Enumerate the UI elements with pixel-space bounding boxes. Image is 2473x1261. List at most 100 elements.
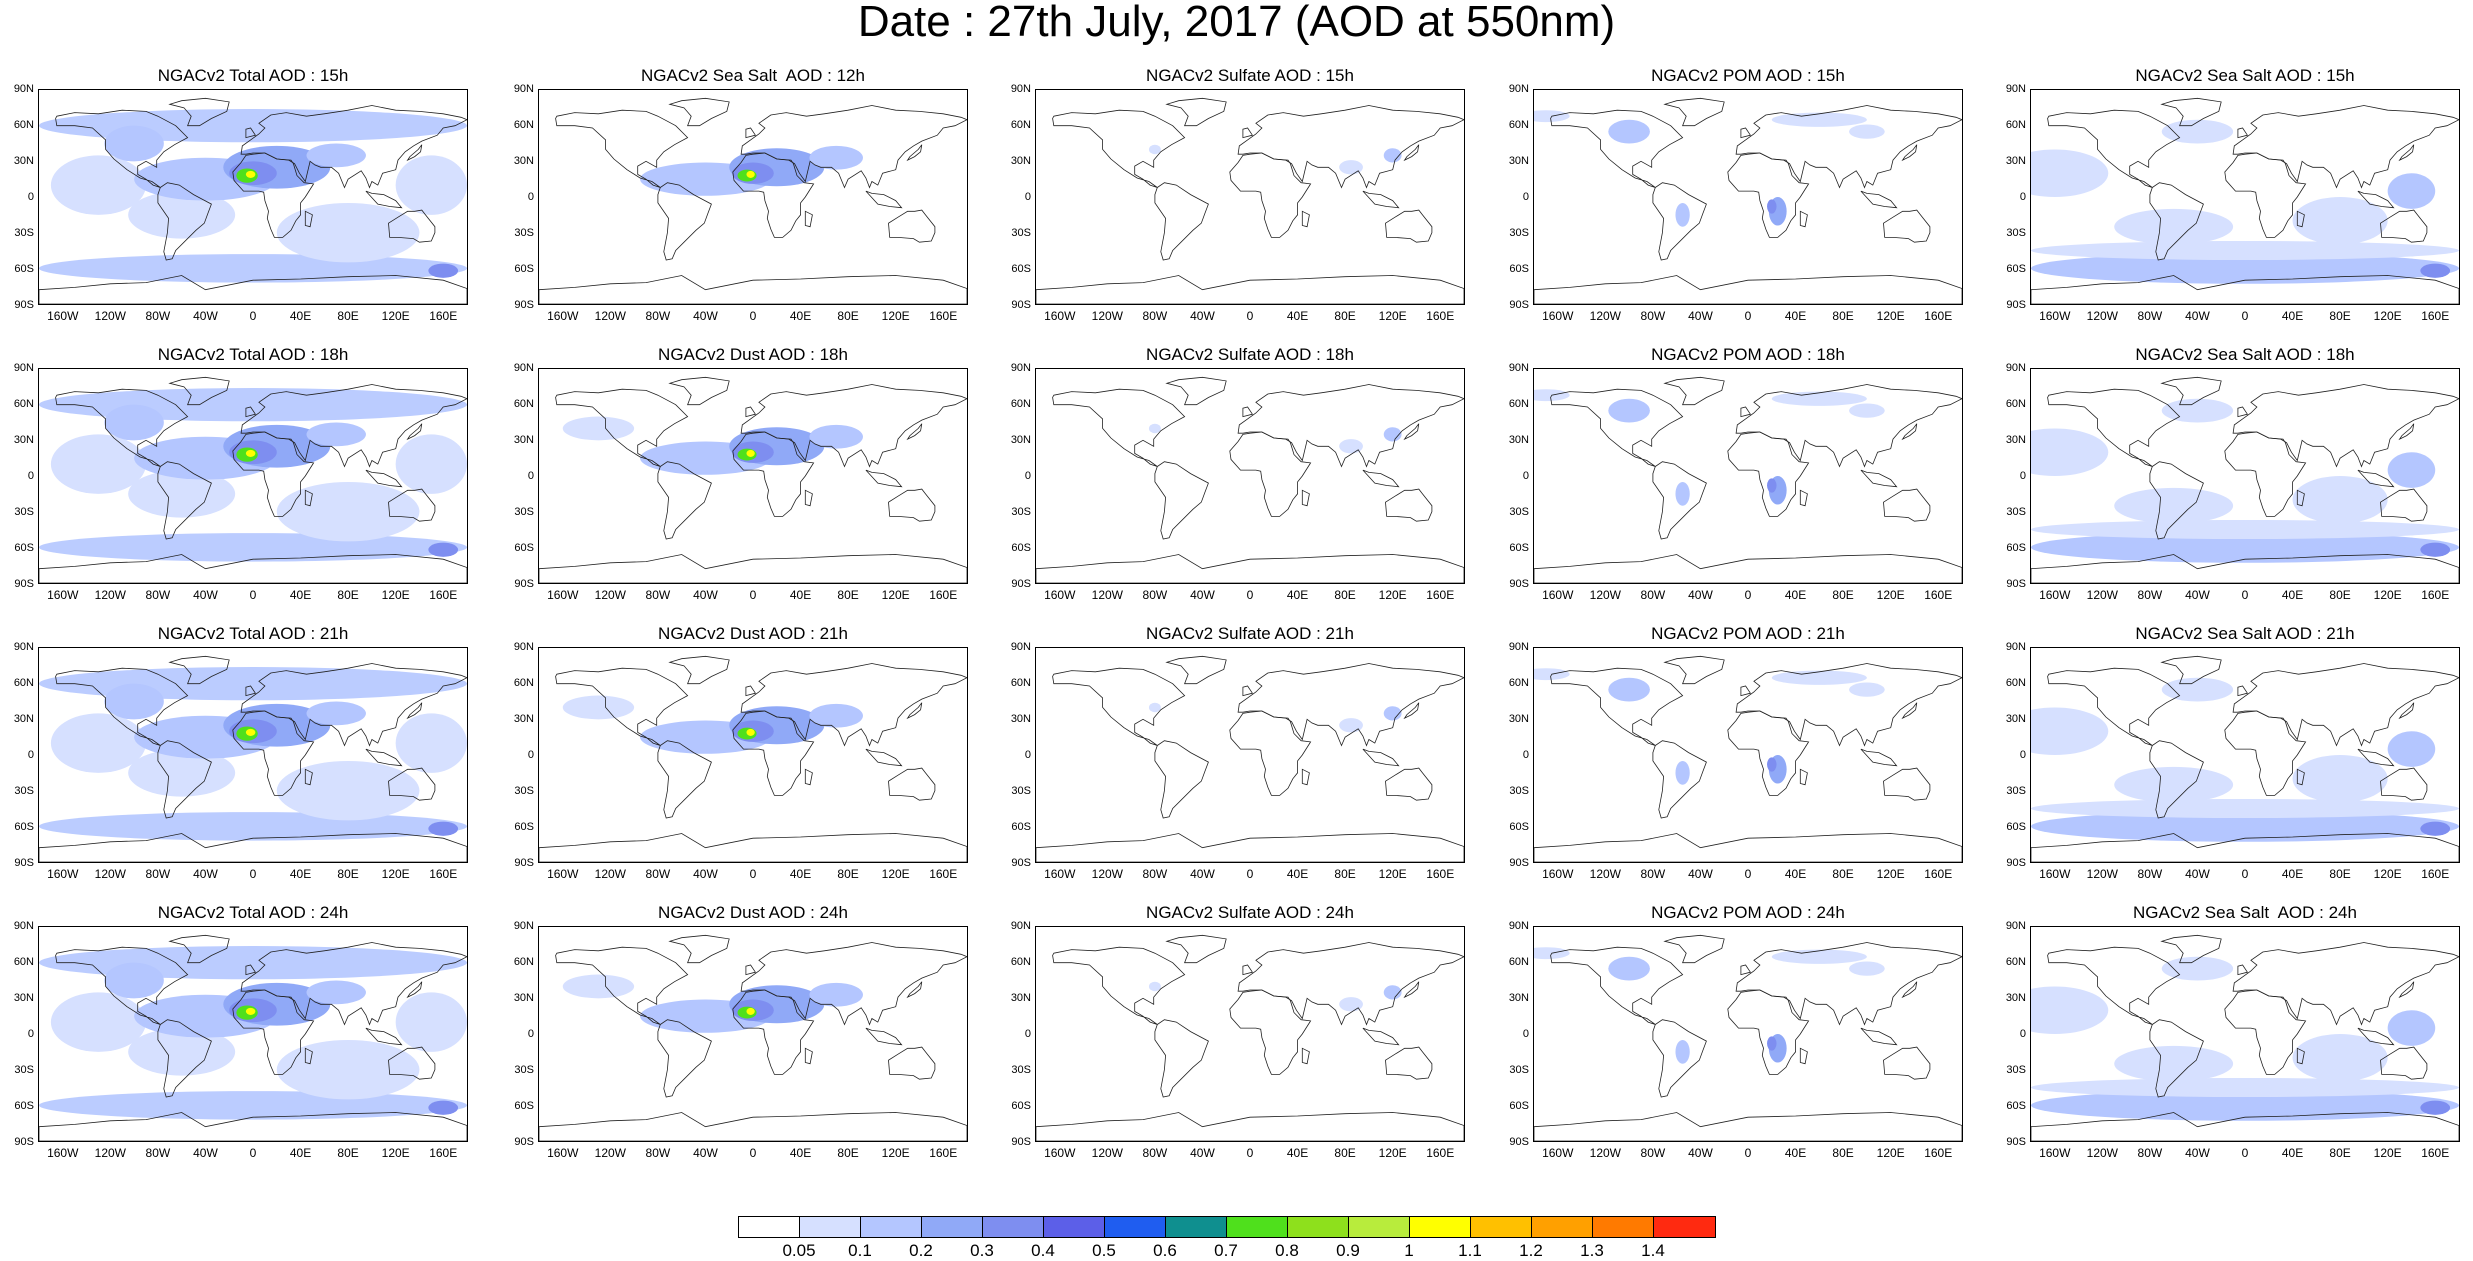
aod-field — [276, 1039, 420, 1100]
aod-field — [1339, 997, 1363, 1012]
lon-tick-label: 160W — [1044, 588, 1076, 602]
coastline — [1534, 554, 1962, 583]
lat-tick-label: 90S — [1011, 1136, 1031, 1148]
coastline — [2160, 97, 2222, 127]
coastline — [2357, 190, 2395, 209]
aod-field — [2114, 766, 2234, 803]
aod-colorbar — [738, 1216, 1716, 1238]
lon-tick-label: 40W — [693, 1146, 718, 1160]
coastline — [745, 127, 757, 139]
coastline — [2296, 210, 2305, 228]
coastline — [1052, 946, 1186, 1025]
colorbar-label: 0.7 — [1214, 1241, 1238, 1260]
lat-tick-label: 60S — [1509, 821, 1529, 833]
lat-tick-label: 30S — [1509, 506, 1529, 518]
lat-tick-label: 90S — [514, 299, 534, 311]
coastline — [1242, 127, 1254, 139]
aod-field — [2420, 1100, 2451, 1115]
lat-tick-label: 60N — [513, 398, 534, 410]
lat-tick-label: 90S — [14, 857, 34, 869]
lon-tick-label: 0 — [249, 867, 257, 881]
lat-tick-label: 30S — [1011, 785, 1031, 797]
coastline — [2160, 934, 2222, 964]
aod-field — [2031, 1077, 2459, 1098]
colorbar-swatch — [1227, 1217, 1288, 1237]
lon-tick-label: 80E — [1334, 309, 1356, 323]
lat-tick-label: 30S — [1011, 506, 1031, 518]
map-panel: NGACv2 Total AOD : 21h 90N 60N 30N 0 30S 60S 90… — [14, 624, 468, 884]
aod-field — [1339, 718, 1363, 733]
aod-field — [1767, 757, 1777, 772]
map-panel: NGACv2 Sulfate AOD : 15h 90N 60N 30N 0 30S 60S… — [1011, 66, 1465, 326]
lat-tick-label: 0 — [2019, 1028, 2026, 1040]
coastline — [1036, 1112, 1464, 1141]
lon-tick-label: 80W — [645, 1146, 671, 1160]
aod-field — [562, 974, 635, 999]
panel-title: NGACv2 Sea Salt AOD : 15h — [2135, 66, 2355, 85]
lat-tick-label: 30S — [1509, 227, 1529, 239]
coastline — [1740, 406, 1752, 418]
lon-tick-label: 40E — [2281, 1146, 2304, 1160]
coastline — [740, 384, 967, 468]
lon-tick-label: 160W — [1542, 588, 1574, 602]
aod-field — [809, 145, 863, 170]
coastline — [388, 1046, 436, 1080]
lat-tick-label: 60S — [2006, 263, 2026, 275]
aod-field — [1767, 1036, 1777, 1051]
lon-tick-label: 80W — [1142, 1146, 1168, 1160]
lon-tick-label: 160E — [2421, 867, 2450, 881]
aod-field — [2161, 956, 2234, 981]
world-map — [539, 934, 967, 1141]
coastline — [745, 685, 757, 697]
colorbar-label: 0.05 — [782, 1241, 816, 1260]
coastline — [1165, 934, 1227, 964]
lat-tick-label: 60N — [1508, 398, 1529, 410]
lon-tick-label: 120W — [594, 867, 626, 881]
coastline — [39, 833, 467, 862]
aod-field — [104, 404, 164, 441]
aod-field — [428, 263, 459, 278]
lon-tick-label: 80E — [2329, 309, 2351, 323]
aod-field — [39, 254, 467, 283]
coastline — [1229, 431, 1312, 517]
aod-field — [746, 728, 755, 736]
lat-tick-label: 60N — [1010, 677, 1031, 689]
aod-field — [1608, 956, 1650, 981]
lon-tick-label: 80W — [645, 867, 671, 881]
lat-tick-label: 90S — [2006, 857, 2026, 869]
coastline — [1663, 376, 1725, 406]
world-map — [2031, 97, 2459, 304]
aod-field — [2387, 731, 2436, 767]
lat-tick-label: 30S — [1011, 227, 1031, 239]
coastline — [2296, 768, 2305, 786]
lon-tick-label: 40W — [1190, 309, 1215, 323]
aod-field — [2420, 263, 2451, 278]
lat-tick-label: 30S — [14, 227, 34, 239]
coastline — [1301, 210, 1310, 228]
coastline — [388, 767, 436, 801]
lon-tick-label: 120W — [1091, 1146, 1123, 1160]
aod-field — [746, 170, 755, 178]
coastline — [1727, 431, 1810, 517]
coastline — [2357, 748, 2395, 767]
lon-tick-label: 160W — [547, 1146, 579, 1160]
coastline — [168, 655, 230, 685]
aod-field — [2031, 240, 2459, 261]
lon-tick-label: 80E — [337, 867, 359, 881]
lon-tick-label: 0 — [1246, 867, 1254, 881]
lon-tick-label: 80W — [145, 867, 171, 881]
lon-tick-label: 80W — [145, 309, 171, 323]
lat-tick-label: 30S — [2006, 227, 2026, 239]
lat-tick-label: 90S — [2006, 1136, 2026, 1148]
lon-tick-label: 160E — [929, 1146, 958, 1160]
coastline — [1663, 934, 1725, 964]
lon-tick-label: 40W — [193, 1146, 218, 1160]
coastline — [406, 423, 423, 441]
aod-field — [2420, 821, 2451, 836]
colorbar-label: 0.8 — [1275, 1241, 1299, 1260]
lon-tick-label: 80W — [1640, 867, 1666, 881]
coastline — [1242, 964, 1254, 976]
lon-tick-label: 120E — [1876, 309, 1905, 323]
lat-tick-label: 60S — [2006, 1100, 2026, 1112]
aod-field — [39, 1091, 467, 1120]
